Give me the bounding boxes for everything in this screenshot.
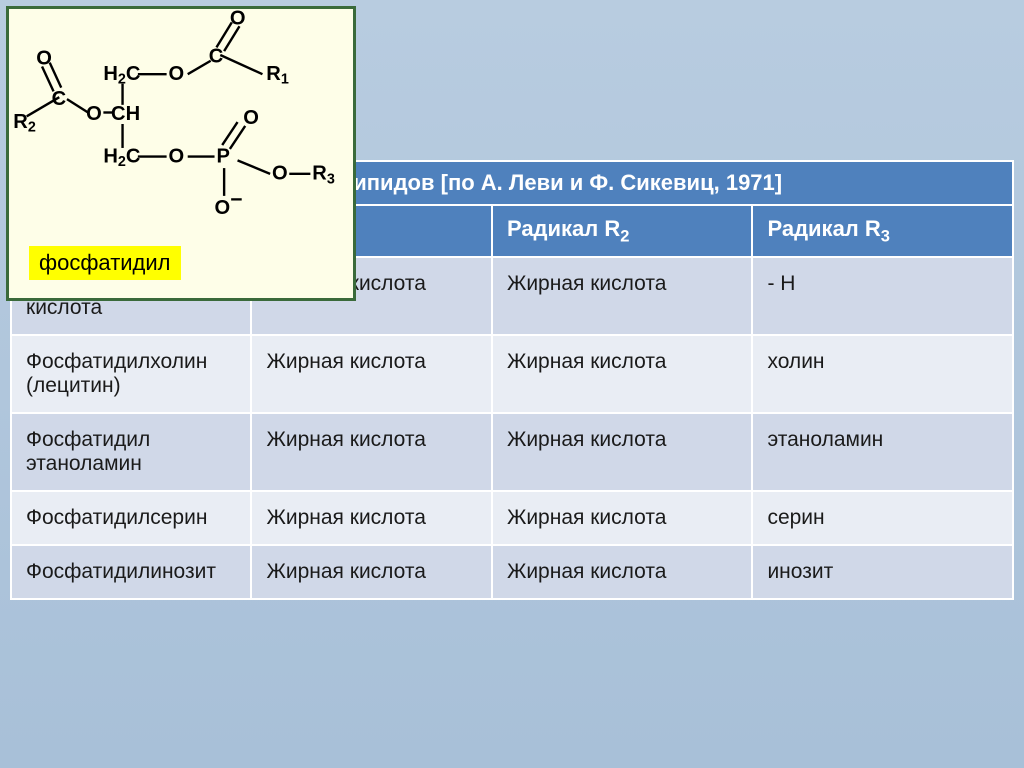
svg-text:R1: R1 bbox=[266, 63, 289, 88]
table-cell: серин bbox=[752, 491, 1013, 545]
svg-text:H2C: H2C bbox=[103, 63, 140, 88]
phosphatidyl-structure: O H2C O C R1 O R2 C O CH H2C O P O O R3 … bbox=[9, 9, 353, 239]
svg-text:C: C bbox=[52, 88, 67, 110]
svg-text:O−: O− bbox=[215, 188, 243, 219]
table-row: ФосфатидилсеринЖирная кислотаЖирная кисл… bbox=[11, 491, 1013, 545]
table-cell: Жирная кислота bbox=[251, 545, 491, 599]
svg-text:H2C: H2C bbox=[103, 145, 140, 170]
header-col-3: Радикал R3 bbox=[752, 205, 1013, 257]
header-col-2: Радикал R2 bbox=[492, 205, 753, 257]
table-row: ФосфатидилинозитЖирная кислотаЖирная кис… bbox=[11, 545, 1013, 599]
table-cell: Фосфатидилхолин (лецитин) bbox=[11, 335, 251, 413]
table-cell: этаноламин bbox=[752, 413, 1013, 491]
table-cell: холин bbox=[752, 335, 1013, 413]
table-cell: Фосфатидил этаноламин bbox=[11, 413, 251, 491]
table-cell: Жирная кислота bbox=[492, 257, 753, 335]
svg-text:CH: CH bbox=[111, 103, 140, 125]
table-cell: Жирная кислота bbox=[492, 491, 753, 545]
svg-text:R2: R2 bbox=[13, 111, 36, 136]
table-row: Фосфатидил этаноламинЖирная кислотаЖирна… bbox=[11, 413, 1013, 491]
svg-text:O: O bbox=[243, 107, 259, 129]
table-cell: Жирная кислота bbox=[492, 413, 753, 491]
svg-text:O: O bbox=[230, 9, 246, 29]
table-cell: инозит bbox=[752, 545, 1013, 599]
table-cell: - H bbox=[752, 257, 1013, 335]
table-cell: Жирная кислота bbox=[251, 491, 491, 545]
chemical-structure-panel: O H2C O C R1 O R2 C O CH H2C O P O O R3 … bbox=[6, 6, 356, 301]
svg-text:O: O bbox=[169, 145, 185, 167]
table-cell: Фосфатидилсерин bbox=[11, 491, 251, 545]
svg-text:C: C bbox=[209, 46, 224, 68]
svg-text:P: P bbox=[216, 145, 229, 167]
svg-text:O: O bbox=[169, 63, 185, 85]
structure-label: фосфатидил bbox=[29, 246, 181, 280]
table-cell: Жирная кислота bbox=[492, 335, 753, 413]
table-cell: Жирная кислота bbox=[251, 335, 491, 413]
svg-text:O: O bbox=[36, 48, 52, 70]
svg-text:O: O bbox=[272, 163, 288, 185]
table-cell: Жирная кислота bbox=[492, 545, 753, 599]
table-cell: Жирная кислота bbox=[251, 413, 491, 491]
svg-text:O: O bbox=[86, 103, 102, 125]
table-row: Фосфатидилхолин (лецитин)Жирная кислотаЖ… bbox=[11, 335, 1013, 413]
table-cell: Фосфатидилинозит bbox=[11, 545, 251, 599]
svg-text:R3: R3 bbox=[312, 163, 335, 188]
